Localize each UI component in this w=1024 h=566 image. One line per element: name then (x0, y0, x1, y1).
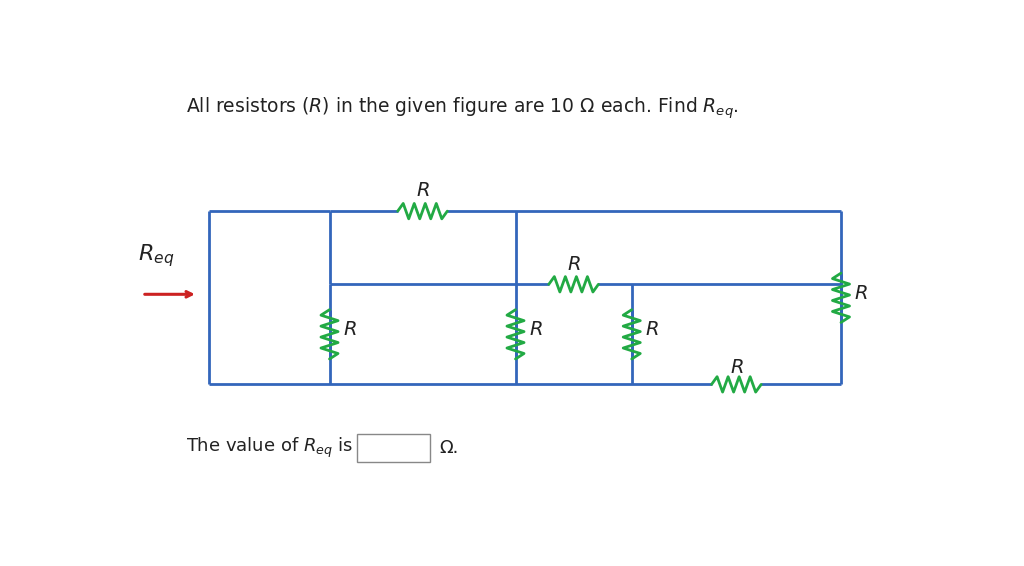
Text: $R$: $R$ (343, 321, 356, 340)
Text: $R$: $R$ (416, 182, 429, 200)
Text: $R$: $R$ (528, 321, 543, 340)
Text: 13.84: 13.84 (368, 439, 419, 457)
FancyBboxPatch shape (356, 435, 430, 462)
Text: $R$: $R$ (854, 285, 868, 303)
Text: Ω.: Ω. (439, 439, 459, 457)
Text: $R$: $R$ (645, 321, 658, 340)
Text: $R$: $R$ (729, 359, 743, 377)
Text: $R_{eq}$: $R_{eq}$ (138, 242, 174, 269)
Text: All resistors ($R$) in the given figure are 10 Ω each. Find $R_{eq}$.: All resistors ($R$) in the given figure … (186, 96, 739, 121)
Text: $R$: $R$ (566, 255, 581, 273)
Text: The value of $R_{eq}$ is: The value of $R_{eq}$ is (186, 436, 353, 460)
